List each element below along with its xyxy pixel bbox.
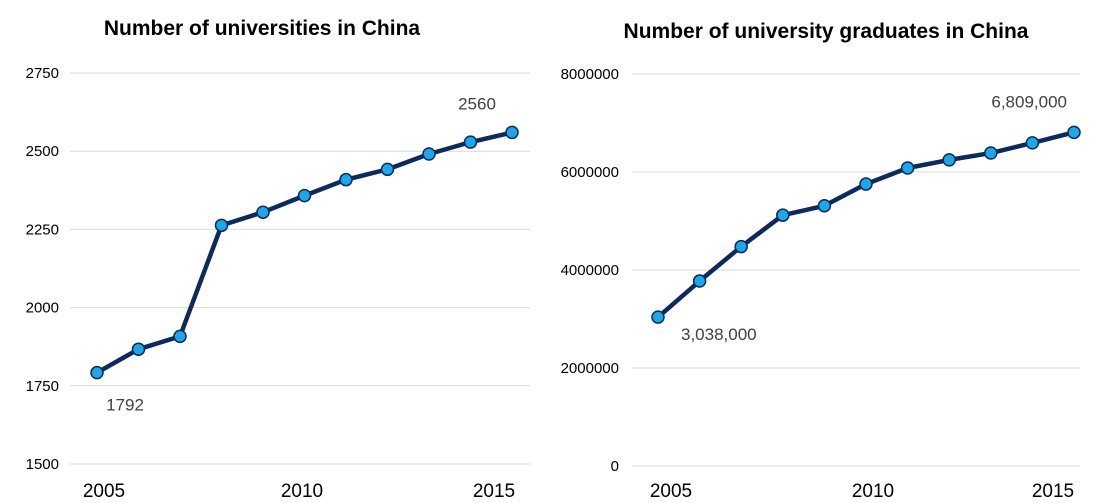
- data-label: 6,809,000: [991, 92, 1067, 111]
- data-point: [91, 367, 103, 379]
- data-point: [1068, 126, 1080, 138]
- data-point: [423, 148, 435, 160]
- data-point: [652, 311, 664, 323]
- data-label: 1792: [106, 396, 144, 415]
- chart-title: Number of university graduates in China: [624, 20, 1029, 43]
- data-point: [818, 200, 830, 212]
- y-tick-label: 6000000: [561, 164, 619, 181]
- y-tick-label: 2250: [26, 221, 59, 238]
- y-tick-label: 2500: [26, 143, 59, 160]
- data-point: [216, 219, 228, 231]
- data-point: [133, 343, 145, 355]
- chart-1: Number of universities in China 1500 1750 2…: [26, 17, 530, 502]
- data-point: [860, 178, 872, 190]
- y-tick-label: 4000000: [561, 262, 619, 279]
- y-tick-label: 2000000: [561, 360, 619, 377]
- chart-2: Number of university graduates in China 0…: [561, 20, 1080, 502]
- data-point: [735, 241, 747, 253]
- data-point: [174, 330, 186, 342]
- data-label: 2560: [458, 94, 496, 113]
- y-tick-label: 0: [611, 458, 619, 475]
- data-point: [465, 136, 477, 148]
- x-tick-label: 2010: [852, 481, 894, 502]
- data-point: [340, 174, 352, 186]
- chart-title: Number of universities in China: [104, 17, 421, 40]
- data-point: [299, 190, 311, 202]
- y-tick-label: 1750: [26, 378, 59, 395]
- data-point: [506, 126, 518, 138]
- x-tick-label: 2010: [281, 481, 323, 502]
- data-point: [985, 147, 997, 159]
- y-tick-label: 2000: [26, 300, 59, 317]
- y-tick-label: 2750: [26, 65, 59, 82]
- x-tick-label: 2015: [1032, 481, 1074, 502]
- data-point: [694, 275, 706, 287]
- data-point: [943, 154, 955, 166]
- series-line: [658, 132, 1074, 317]
- data-point: [257, 206, 269, 218]
- y-tick-label: 8000000: [561, 66, 619, 83]
- x-tick-label: 2015: [473, 481, 515, 502]
- data-point: [902, 162, 914, 174]
- data-point: [777, 209, 789, 221]
- data-point: [382, 163, 394, 175]
- data-point: [1026, 137, 1038, 149]
- series-line: [97, 132, 512, 372]
- x-tick-label: 2005: [650, 481, 692, 502]
- y-tick-label: 1500: [26, 456, 59, 473]
- data-label: 3,038,000: [681, 325, 757, 344]
- x-tick-label: 2005: [83, 481, 125, 502]
